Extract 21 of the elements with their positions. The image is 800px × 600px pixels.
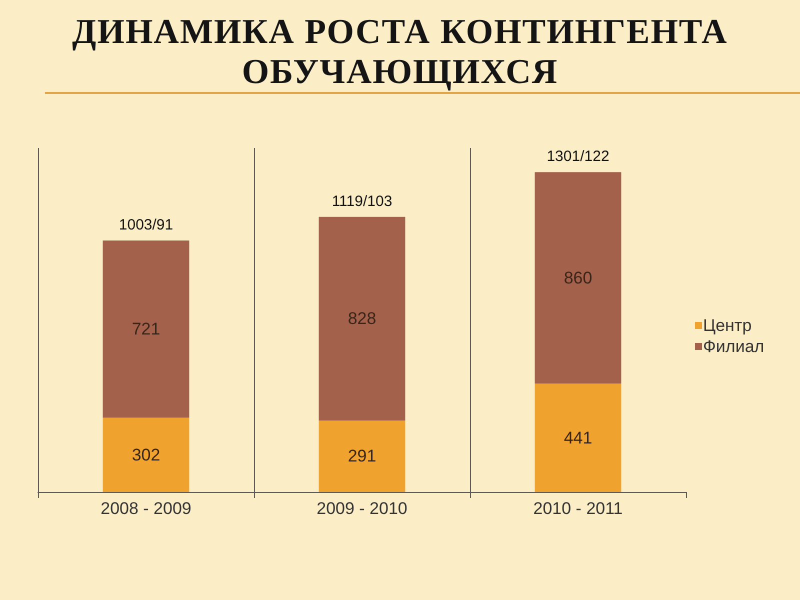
data-label: 441 — [564, 428, 592, 448]
legend-label: Центр — [703, 316, 752, 335]
data-label: 860 — [564, 268, 592, 288]
bar — [102, 240, 190, 418]
data-label: 828 — [348, 309, 376, 328]
total-label: 1119/103 — [332, 192, 392, 210]
bar — [534, 172, 622, 384]
data-label: 291 — [348, 446, 376, 466]
total-label: 1003/91 — [118, 216, 174, 234]
chart-title: ДИНАМИКА РОСТА КОНТИНГЕНТА ОБУЧАЮЩИХСЯ — [71, 12, 729, 92]
data-label: 721 — [132, 320, 160, 339]
bar — [102, 418, 190, 492]
legend-label: Филиал — [703, 337, 764, 356]
x-tick-label: 2008 - 2009 — [100, 499, 192, 518]
bar — [534, 384, 622, 492]
total-label: 1301/122 — [546, 148, 610, 166]
data-label: 302 — [132, 445, 160, 464]
bar — [318, 216, 406, 420]
bar — [318, 420, 406, 492]
x-tick-label: 2010 - 2011 — [533, 499, 623, 518]
x-tick-label: 2009 - 2010 — [316, 499, 408, 518]
